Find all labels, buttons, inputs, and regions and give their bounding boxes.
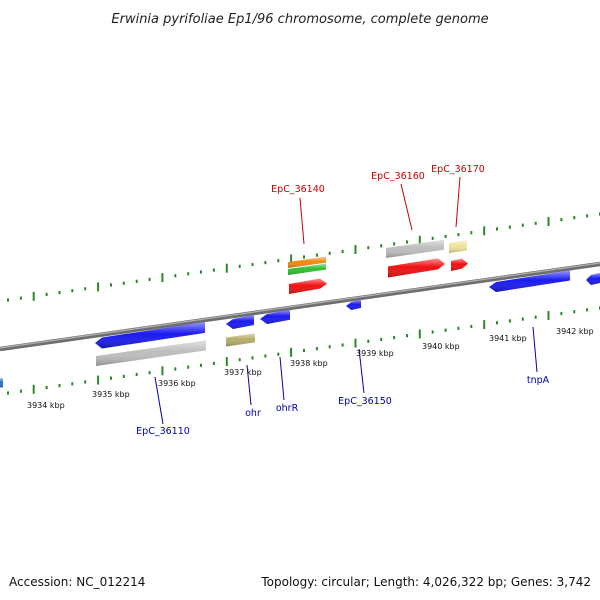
gene-region-epc-36170-yellow-shade (449, 240, 467, 253)
gene-label-tnpa[interactable]: tnpA (527, 375, 550, 386)
gene-arrow-epc-36170[interactable] (451, 258, 468, 271)
gene-region-ohr-olive-shade (226, 333, 255, 347)
gene-arrow-epc-36150-shade (346, 299, 361, 310)
gene-label-ohrr[interactable]: ohrR (276, 403, 299, 414)
gene-arrow-epc-36170-shade (451, 258, 468, 271)
gene-label-epc-36150[interactable]: EpC_36150 (338, 396, 392, 407)
gene-region-epc-36140-orange[interactable] (288, 256, 326, 268)
gene-arrow-edge-right-shade (586, 273, 600, 285)
accession-text: Accession: NC_012214 (9, 575, 145, 589)
gene-region-ohr-olive[interactable] (226, 333, 255, 347)
gene-arrow-ohr-shade (226, 315, 254, 329)
gene-arrow-epc-36140[interactable] (289, 278, 327, 294)
gene-arrow-epc-36140-shade (289, 278, 327, 294)
gene-features (0, 239, 600, 388)
chromosome-backbone-highlight (0, 262, 600, 349)
leader-epc-36150 (358, 348, 365, 394)
gene-label-epc-36110[interactable]: EpC_36110 (136, 426, 190, 437)
gene-arrow-tnpa-shade (489, 270, 570, 292)
gene-arrow-ohrr[interactable] (260, 309, 290, 324)
gene-region-epc-36110-gray[interactable] (96, 340, 206, 366)
gene-region-epc-36160-gray[interactable] (386, 239, 444, 258)
gene-label-epc-36170[interactable]: EpC_36170 (431, 164, 485, 175)
kbp-label-3938: 3938 kbp (290, 359, 328, 368)
leader-tnpa (532, 326, 538, 373)
gene-region-epc-36170-yellow[interactable] (449, 240, 467, 253)
gene-region-epc-36110-gray-shade (96, 340, 206, 366)
kbp-label-3937: 3937 kbp (224, 368, 262, 377)
gene-region-epc-36140-green[interactable] (288, 263, 326, 275)
kbp-label-3942: 3942 kbp (556, 327, 594, 336)
gene-arrow-edge-left-shade (0, 378, 3, 388)
gene-arrow-ohrr-shade (260, 309, 290, 324)
gene-arrow-ohr[interactable] (226, 315, 254, 329)
kbp-label-3940: 3940 kbp (422, 342, 460, 351)
leader-epc-36160 (400, 183, 413, 231)
gene-region-epc-36140-orange-shade (288, 256, 326, 268)
gene-label-ohr[interactable]: ohr (245, 408, 261, 419)
gene-region-epc-36160-gray-shade (386, 239, 444, 258)
gene-arrow-epc-36110-shade (95, 321, 205, 349)
gene-label-epc-36160[interactable]: EpC_36160 (371, 171, 425, 182)
chromosome-backbone (0, 261, 600, 352)
leader-ohrr (279, 356, 285, 401)
gene-arrow-epc-36160-shade (388, 258, 445, 278)
leader-epc-36110 (154, 376, 164, 425)
gene-arrow-epc-36150[interactable] (346, 299, 361, 310)
kbp-label-3934: 3934 kbp (27, 401, 65, 410)
gene-arrow-edge-right[interactable] (586, 273, 600, 285)
gene-label-epc-36140[interactable]: EpC_36140 (271, 184, 325, 195)
leader-epc-36140 (299, 197, 305, 245)
genome-summary-text: Topology: circular; Length: 4,026,322 bp… (260, 575, 591, 589)
leader-epc-36170 (455, 176, 461, 228)
kbp-label-3936: 3936 kbp (158, 379, 196, 388)
gene-arrow-edge-left[interactable] (0, 378, 3, 388)
bottom-tick-track (7, 306, 600, 395)
kbp-label-3941: 3941 kbp (489, 334, 527, 343)
gene-arrow-epc-36160[interactable] (388, 258, 445, 278)
map-title: Erwinia pyrifoliae Ep1/96 chromosome, co… (111, 12, 488, 27)
gene-region-epc-36140-green-shade (288, 263, 326, 275)
kbp-label-3939: 3939 kbp (356, 349, 394, 358)
gene-arrow-tnpa[interactable] (489, 270, 570, 293)
gene-arrow-epc-36110[interactable] (95, 321, 205, 349)
kbp-label-3935: 3935 kbp (92, 390, 130, 399)
leader-ohr (246, 364, 252, 406)
label-leaders (154, 176, 538, 425)
